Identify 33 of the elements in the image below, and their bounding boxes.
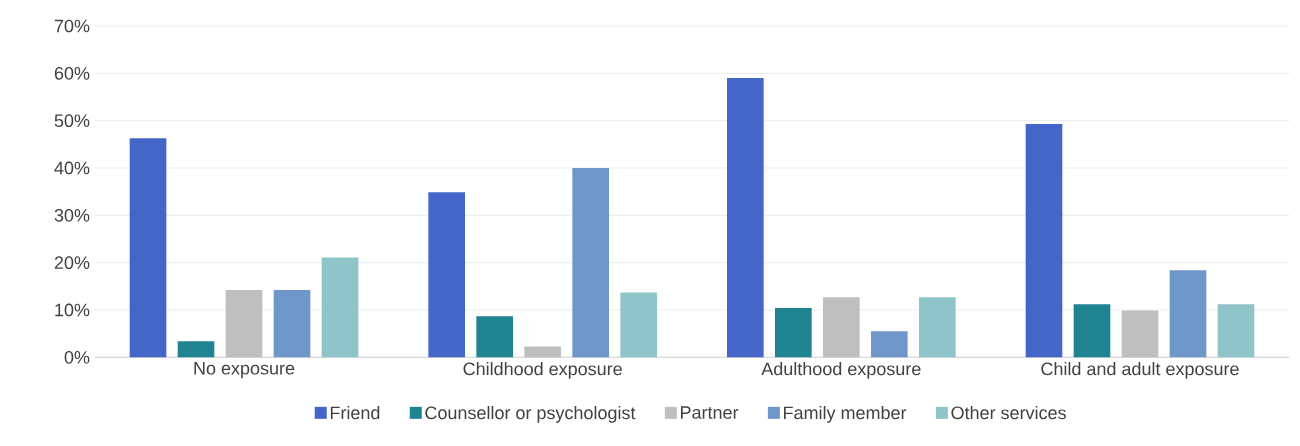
y-tick-label: 40%: [54, 161, 90, 175]
y-tick-label: 0%: [64, 350, 90, 364]
y-tick-label: 20%: [54, 256, 90, 270]
bar: [775, 308, 812, 358]
x-tick-label: Adulthood exposure: [761, 362, 921, 379]
x-tick-label: Child and adult exposure: [1041, 362, 1239, 379]
legend-label: Family member: [784, 405, 907, 423]
bar: [129, 138, 167, 358]
y-tick-label: 30%: [54, 208, 90, 222]
x-tick-label: No exposure: [194, 362, 295, 379]
y-tick-label: 70%: [54, 19, 90, 33]
bar: [177, 341, 215, 358]
bar: [727, 78, 764, 358]
bar: [1025, 123, 1063, 358]
bar: [919, 297, 956, 358]
bar: [620, 292, 657, 358]
y-tick-label: 60%: [54, 66, 90, 80]
legend-label: Counsellor or psychologist: [425, 405, 636, 423]
bar: [1169, 270, 1207, 358]
legend-label: Partner: [681, 406, 739, 419]
bar: [1073, 304, 1111, 358]
bar: [476, 316, 514, 358]
bar: [321, 257, 359, 358]
x-tick-label: Childhood exposure: [463, 362, 622, 379]
bar: [1217, 304, 1255, 358]
legend-label: Other services: [951, 405, 1066, 420]
y-tick-label: 50%: [54, 114, 90, 128]
bar: [871, 331, 908, 358]
bar: [428, 192, 466, 358]
legend-label: Friend: [330, 405, 380, 420]
bar: [572, 168, 609, 358]
bar: [273, 290, 311, 358]
y-tick-label: 10%: [55, 303, 90, 317]
